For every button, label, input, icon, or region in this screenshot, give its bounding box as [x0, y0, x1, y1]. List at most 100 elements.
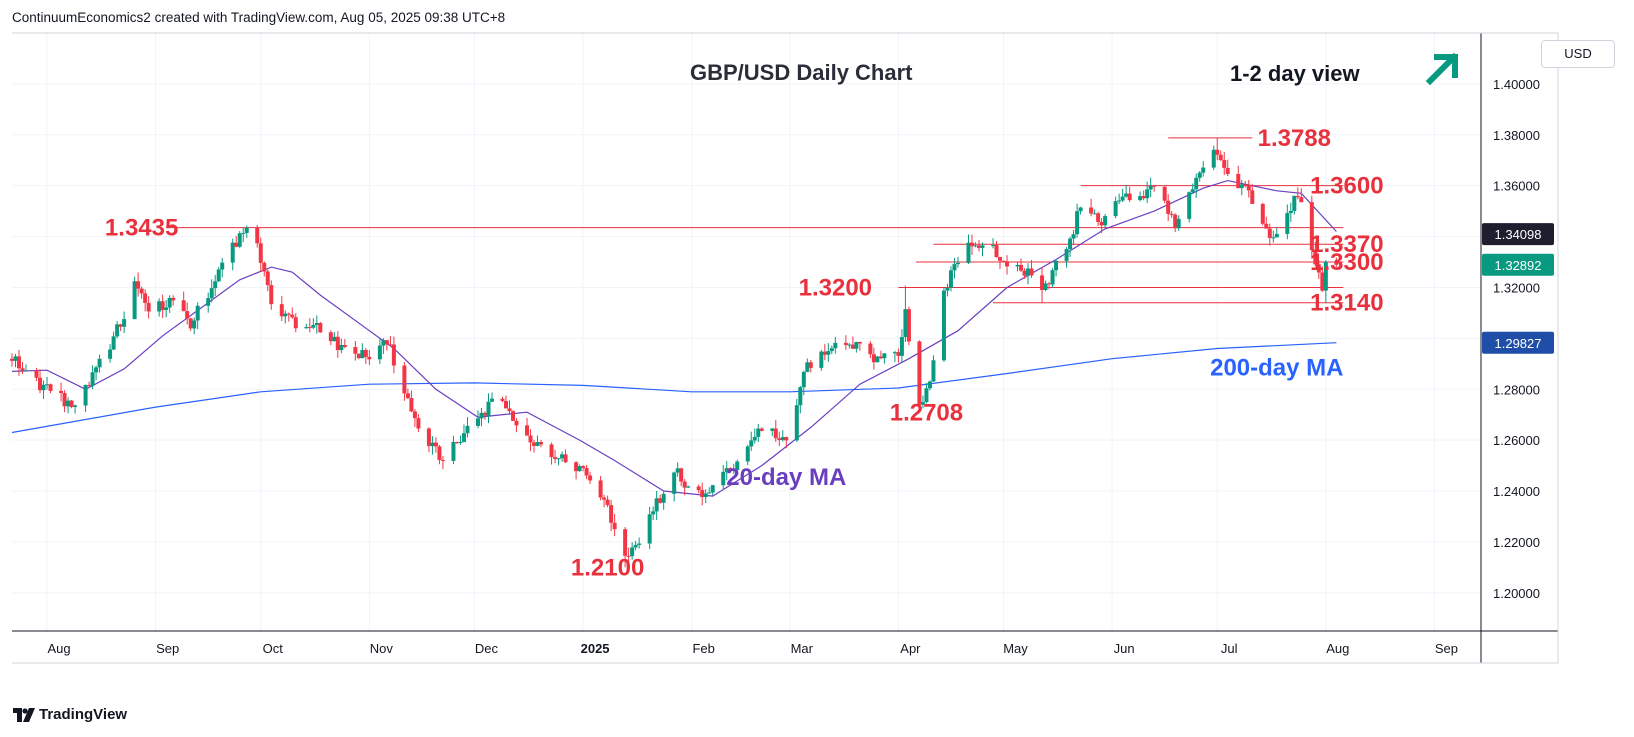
candle-body	[588, 475, 593, 481]
candle-body	[945, 287, 950, 291]
chart-title: GBP/USD Daily Chart	[690, 60, 913, 85]
x-tick-label: Sep	[1435, 641, 1458, 656]
candle-body	[402, 365, 407, 394]
candle	[342, 339, 347, 349]
candle-body	[283, 313, 288, 317]
candle	[1250, 183, 1255, 205]
candle-body	[10, 358, 14, 361]
candle	[588, 471, 593, 484]
x-tick-label: Oct	[263, 641, 284, 656]
candle-body	[700, 490, 705, 498]
candle-body	[773, 428, 778, 439]
candle-body	[1047, 283, 1052, 285]
candle	[728, 467, 733, 472]
candle	[770, 427, 775, 437]
candle-body	[192, 320, 197, 329]
candle-body	[255, 227, 260, 244]
candle	[920, 395, 925, 409]
candle-body	[612, 522, 617, 530]
candle-body	[1148, 185, 1153, 190]
candle	[507, 400, 512, 415]
candle	[62, 390, 67, 413]
candle	[745, 444, 750, 466]
candle	[1138, 191, 1143, 202]
candle	[41, 380, 46, 399]
candle-body	[384, 340, 389, 345]
candle	[731, 463, 736, 474]
candle	[143, 289, 148, 312]
candle	[581, 464, 586, 472]
candle	[1313, 241, 1318, 267]
candle	[486, 393, 491, 424]
candle	[780, 430, 785, 442]
candle	[598, 476, 603, 501]
candle	[1288, 202, 1293, 222]
candle-body	[1103, 216, 1108, 226]
candle-body	[1211, 149, 1216, 168]
candle	[819, 349, 824, 371]
candle-body	[672, 472, 677, 494]
candle	[311, 318, 316, 330]
candle	[388, 335, 393, 346]
candle-body	[206, 298, 211, 306]
tradingview-logo[interactable]: TradingView	[13, 706, 127, 723]
candle	[976, 240, 981, 252]
candle	[672, 471, 677, 502]
candle	[794, 398, 799, 442]
candle-body	[857, 341, 862, 344]
candle	[146, 296, 151, 319]
candle-body	[342, 344, 347, 348]
candle	[160, 294, 165, 319]
candle-body	[377, 345, 382, 360]
candle-body	[920, 402, 925, 405]
candle-body	[630, 547, 635, 557]
candle-body	[899, 337, 904, 356]
candle-body	[48, 384, 53, 391]
candle	[433, 437, 438, 453]
candle	[1236, 165, 1241, 189]
x-tick-label: Dec	[475, 641, 499, 656]
candle	[661, 491, 666, 510]
candle-body	[784, 437, 789, 441]
candle-body	[1071, 234, 1076, 239]
candle	[948, 266, 953, 292]
candle-body	[1089, 207, 1094, 214]
candle	[1190, 183, 1195, 194]
candle	[230, 238, 235, 271]
candle-body	[258, 243, 263, 263]
candle-body	[1092, 213, 1097, 215]
candle	[500, 396, 505, 403]
candle	[1029, 259, 1034, 278]
candle-body	[952, 264, 957, 271]
candle-body	[171, 297, 176, 301]
candle	[875, 355, 880, 363]
candle	[1295, 187, 1300, 200]
candle-body	[528, 435, 533, 443]
candle-body	[293, 317, 298, 329]
currency-selector[interactable]: USD	[1541, 40, 1615, 68]
candle	[1169, 211, 1174, 218]
candle-body	[1162, 186, 1167, 201]
annotation-1-3788: 1.3788	[1258, 125, 1331, 152]
chart-attribution: ContinuumEconomics2 created with Trading…	[12, 10, 506, 25]
candle-body	[966, 242, 971, 263]
candle-body	[759, 428, 764, 431]
candle	[122, 311, 127, 333]
candle-body	[367, 356, 372, 360]
candle-body	[1267, 228, 1272, 238]
candle	[682, 479, 687, 496]
candle-body	[391, 344, 396, 366]
candle-body	[679, 468, 684, 482]
candle-body	[584, 468, 589, 476]
candle	[111, 331, 116, 351]
candle	[539, 439, 544, 448]
candle-body	[1099, 221, 1104, 226]
candle	[532, 439, 537, 453]
candle-body	[363, 350, 368, 357]
candle-body	[1197, 172, 1202, 178]
candle-body	[353, 347, 358, 354]
candle	[868, 341, 873, 359]
candle	[255, 224, 260, 248]
